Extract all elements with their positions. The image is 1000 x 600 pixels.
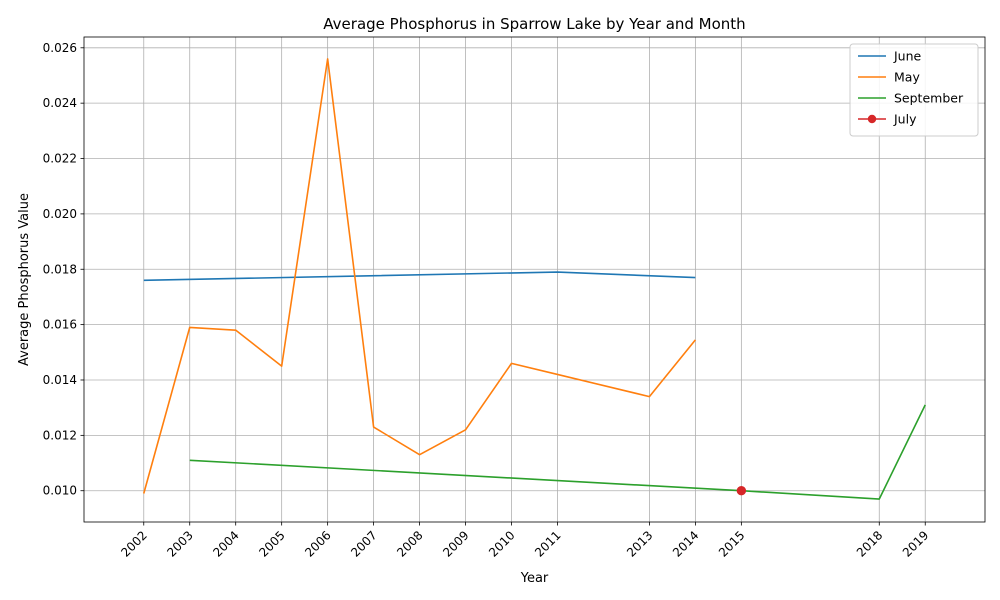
y-tick-label: 0.026 <box>43 41 77 55</box>
plot-area <box>84 37 985 522</box>
legend-label-september: September <box>894 91 964 106</box>
data-point-july <box>736 486 747 496</box>
legend-label-july: July <box>893 112 917 127</box>
series-line-may <box>142 58 697 494</box>
y-axis-label: Average Phosphorus Value <box>17 193 32 366</box>
legend-label-may: May <box>894 70 920 85</box>
series-line-june <box>143 271 696 282</box>
y-tick-label: 0.024 <box>43 96 77 110</box>
y-tick-label: 0.012 <box>43 428 77 442</box>
legend-box <box>849 43 979 137</box>
y-tick-label: 0.016 <box>43 318 77 332</box>
legend-marker-july <box>867 114 877 124</box>
y-tick-label: 0.018 <box>43 262 77 276</box>
legend: June May September July <box>849 43 979 137</box>
y-tick-label: 0.022 <box>43 152 77 166</box>
plot-frame <box>83 36 986 523</box>
legend-label-june: June <box>893 49 922 64</box>
y-tick-label: 0.010 <box>43 484 77 498</box>
chart-title: Average Phosphorus in Sparrow Lake by Ye… <box>323 15 745 33</box>
y-tick-label: 0.020 <box>43 207 77 221</box>
y-axis: 0.010 0.012 0.014 0.016 0.018 0.020 0.022 0.024… <box>43 41 84 498</box>
grid-lines <box>84 37 985 522</box>
x-axis-label: Year <box>520 571 549 586</box>
series-line-september <box>189 404 926 500</box>
y-tick-label: 0.014 <box>43 373 77 387</box>
series-layer <box>142 58 926 500</box>
